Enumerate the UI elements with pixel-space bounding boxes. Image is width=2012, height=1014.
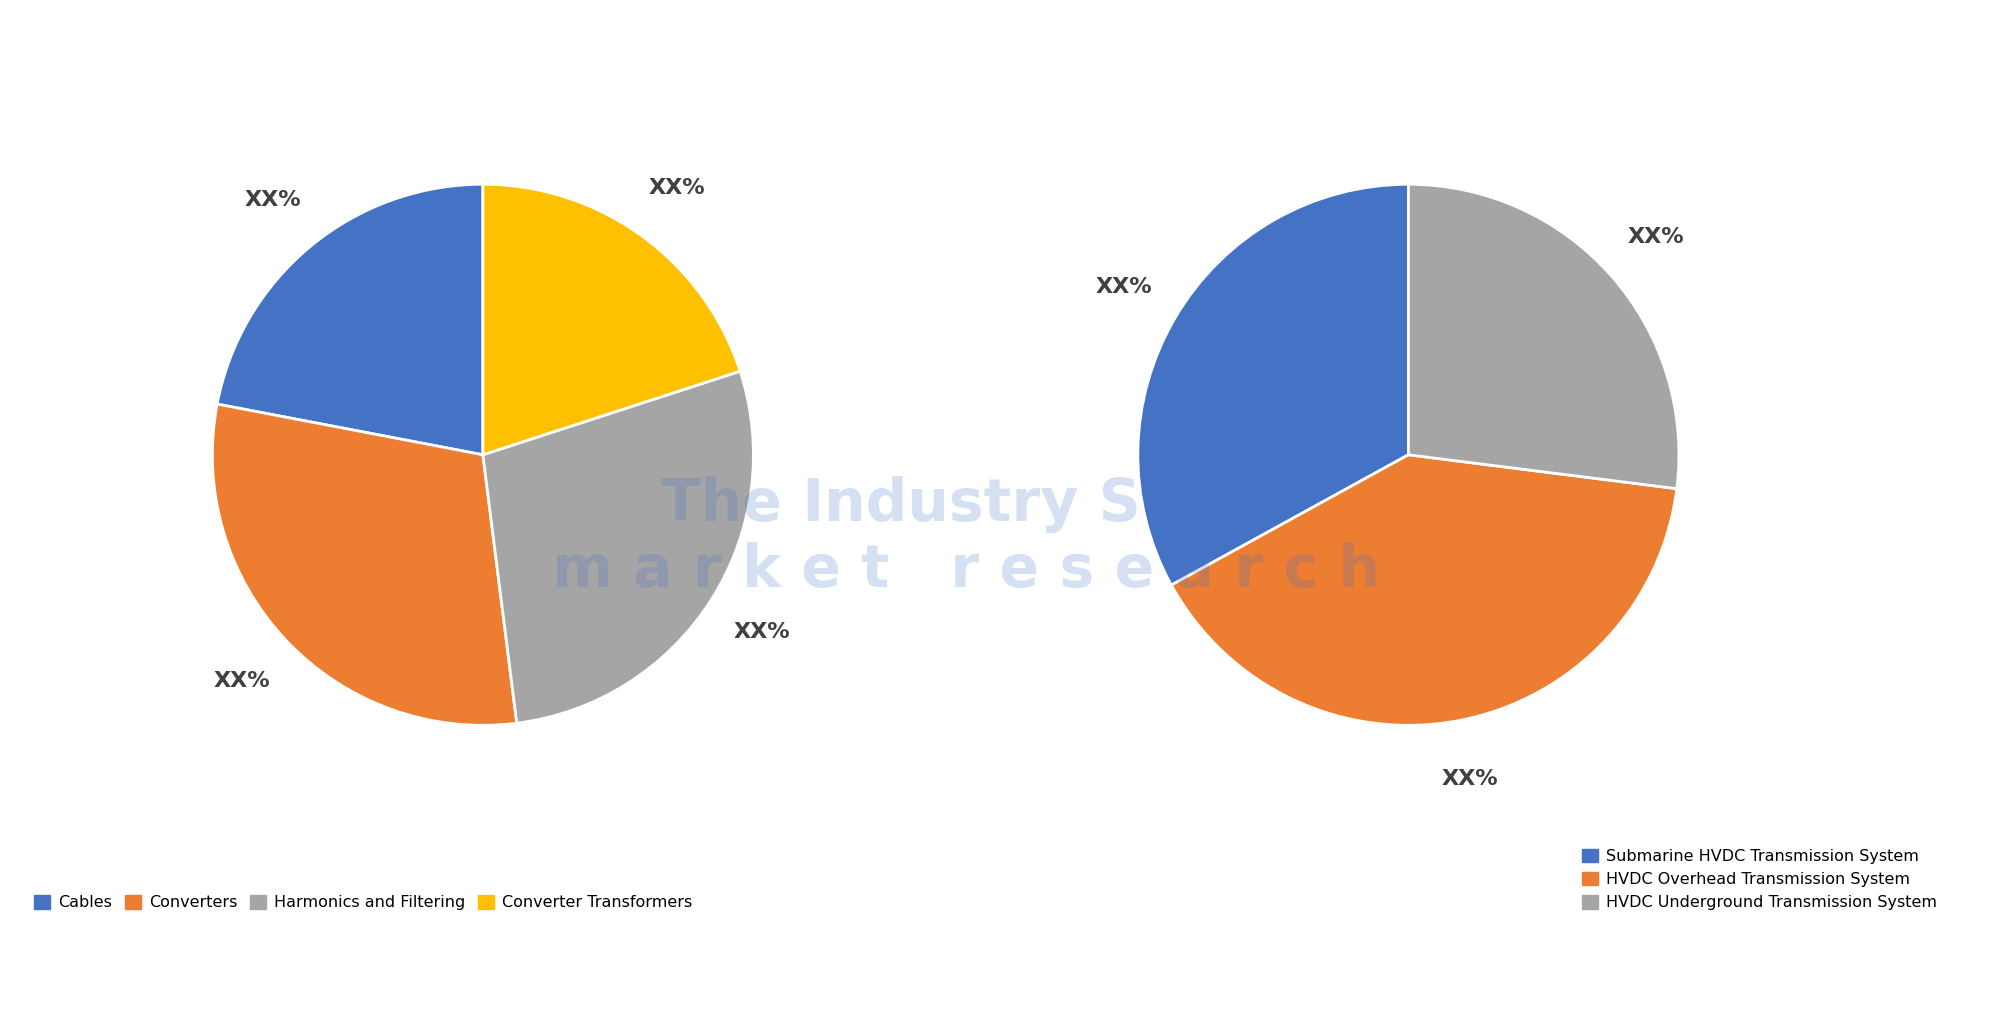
- Text: XX%: XX%: [213, 670, 270, 691]
- Text: XX%: XX%: [243, 191, 302, 211]
- Wedge shape: [213, 405, 517, 725]
- Text: XX%: XX%: [1443, 769, 1499, 789]
- Wedge shape: [1171, 454, 1676, 725]
- Text: Source: Theindustrystats Analysis: Source: Theindustrystats Analysis: [20, 963, 366, 981]
- Text: Fig. Global High Voltage Direct Current Transmission Systems Market Share by Pro: Fig. Global High Voltage Direct Current …: [24, 32, 1260, 56]
- Wedge shape: [217, 185, 483, 454]
- Legend: Cables, Converters, Harmonics and Filtering, Converter Transformers: Cables, Converters, Harmonics and Filter…: [28, 889, 698, 917]
- Text: Application: Application: [24, 95, 169, 119]
- Text: XX%: XX%: [732, 622, 791, 642]
- Text: XX%: XX%: [1628, 226, 1684, 246]
- Text: The Industry Stats
m a r k e t   r e s e a r c h: The Industry Stats m a r k e t r e s e a…: [551, 476, 1380, 599]
- Text: Website: www.theindustrystats.com: Website: www.theindustrystats.com: [1449, 963, 1817, 981]
- Text: Email: sales@theindustrystats.com: Email: sales@theindustrystats.com: [734, 963, 1088, 981]
- Wedge shape: [483, 371, 752, 723]
- Wedge shape: [483, 185, 740, 454]
- Legend: Submarine HVDC Transmission System, HVDC Overhead Transmission System, HVDC Unde: Submarine HVDC Transmission System, HVDC…: [1575, 843, 1944, 917]
- Wedge shape: [1139, 185, 1408, 585]
- Wedge shape: [1408, 185, 1678, 489]
- Text: XX%: XX%: [1097, 277, 1153, 297]
- Text: XX%: XX%: [648, 177, 704, 198]
